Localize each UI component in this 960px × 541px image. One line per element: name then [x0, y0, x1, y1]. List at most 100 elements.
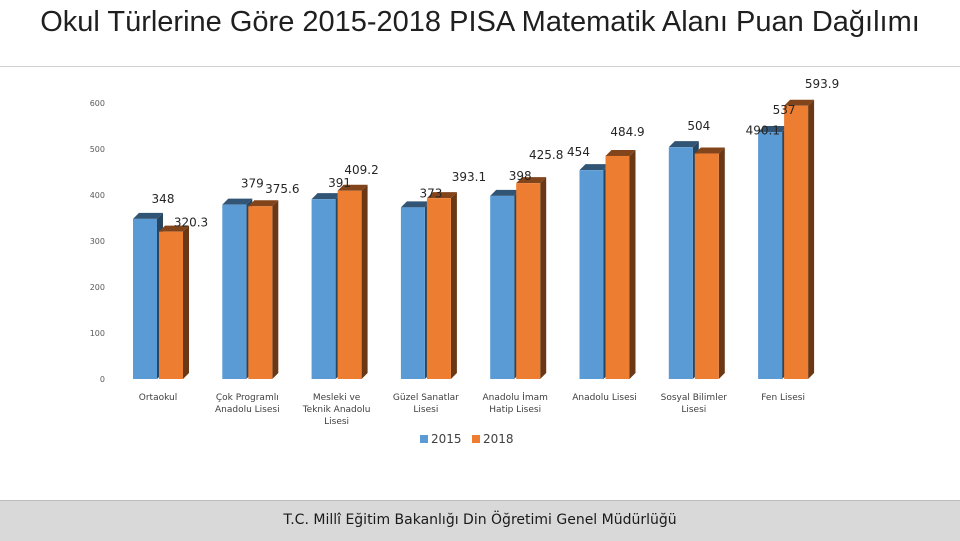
bar-top: [248, 200, 279, 207]
category-label: Çok Programlı Anadolu Lisesi: [215, 393, 280, 415]
data-label: 375.6: [265, 182, 299, 196]
y-tick-label: 300: [90, 237, 105, 246]
bar-top: [516, 177, 547, 184]
bar-2015: [758, 125, 789, 379]
bar-front: [426, 198, 451, 379]
bar-2018: [159, 225, 189, 379]
data-label: 537: [773, 103, 796, 117]
bar-side: [808, 99, 815, 379]
category-label: Sosyal Bilimler Lisesi: [661, 393, 728, 415]
bar-top: [784, 99, 815, 106]
bar-front: [248, 206, 273, 379]
y-tick-label: 200: [90, 283, 105, 292]
bar-2015: [222, 198, 253, 379]
bar-2015: [133, 212, 163, 379]
bar-front: [159, 231, 183, 379]
legend-label: 2015: [431, 432, 462, 446]
bar-side: [540, 177, 547, 379]
data-label: 398: [509, 169, 532, 183]
legend: 2015 2018: [420, 432, 514, 446]
y-tick-label: 500: [90, 145, 105, 154]
bar-2018: [694, 147, 725, 379]
bar-side: [450, 192, 457, 379]
bar-front: [579, 170, 604, 379]
bar-front: [694, 153, 719, 379]
category-label: Anadolu İmam Hatip Lisesi: [483, 392, 548, 415]
chart-title: Okul Türlerine Göre 2015-2018 PISA Matem…: [40, 6, 920, 38]
legend-swatch: [472, 435, 480, 443]
bar-top: [694, 147, 725, 154]
category-label: Fen Lisesi: [761, 393, 805, 403]
bar-front: [490, 195, 515, 379]
legend-label: 2018: [483, 432, 514, 446]
bar-side: [183, 225, 189, 379]
y-tick-label: 100: [90, 329, 105, 338]
y-tick-label: 0: [100, 375, 105, 384]
bar-2015: [579, 164, 610, 379]
bar-front: [311, 199, 336, 379]
bar-front: [668, 147, 693, 379]
data-label: 504: [687, 119, 710, 133]
bar-top: [133, 212, 163, 219]
bar-2018: [605, 149, 636, 379]
footer-text: T.C. Millî Eğitim Bakanlığı Din Öğretimi…: [283, 512, 677, 528]
bar-front: [758, 131, 783, 379]
data-label: 593.9: [805, 77, 839, 91]
y-tick-label: 600: [90, 99, 105, 108]
bar-2015: [311, 193, 342, 379]
bar-top: [426, 192, 457, 199]
bar-side: [361, 184, 368, 379]
bar-top: [758, 125, 789, 132]
bar-2015: [400, 201, 431, 379]
bar-side: [272, 200, 279, 379]
data-label: 454: [567, 145, 590, 159]
category-label: Ortaokul: [139, 393, 177, 403]
bar-2018: [337, 184, 368, 379]
data-label: 379: [241, 177, 264, 191]
bar-2018: [248, 200, 279, 379]
bar-2018: [426, 192, 457, 379]
bar-2015: [668, 141, 699, 379]
bar-front: [400, 207, 425, 379]
y-axis: 0 100 200 300 400 500 600: [90, 99, 105, 384]
bar-top: [311, 193, 342, 200]
data-label: 425.8: [529, 148, 563, 162]
bar-front: [222, 204, 247, 379]
bar-top: [337, 184, 368, 191]
bar-top: [579, 164, 610, 171]
data-label: 490.1: [746, 124, 780, 138]
category-label: Güzel Sanatlar Lisesi: [393, 393, 459, 415]
data-label: 484.9: [610, 125, 644, 139]
data-label: 391: [328, 176, 351, 190]
category-label: Mesleki ve Teknik Anadolu Lisesi: [302, 393, 371, 427]
data-label: 348: [152, 192, 175, 206]
data-label: 393.1: [452, 170, 486, 184]
footer-bar: T.C. Millî Eğitim Bakanlığı Din Öğretimi…: [0, 500, 960, 541]
data-label: 409.2: [344, 163, 378, 177]
data-label: 373: [419, 186, 442, 200]
data-label: 320.3: [174, 216, 208, 230]
bar-side: [629, 149, 636, 379]
bar-front: [784, 105, 809, 379]
title-divider: [0, 66, 960, 67]
y-tick-label: 400: [90, 191, 105, 200]
bar-top: [605, 149, 636, 156]
bar-2018: [784, 99, 815, 379]
bar-2015: [490, 189, 521, 379]
bar-front: [337, 190, 362, 379]
category-label: Anadolu Lisesi: [572, 393, 637, 403]
x-axis-labels: Ortaokul Çok Programlı Anadolu Lisesi Mesle…: [139, 392, 805, 427]
bar-top: [159, 225, 189, 232]
bar-top: [222, 198, 253, 205]
bar-side: [718, 147, 725, 379]
legend-swatch: [420, 435, 428, 443]
bars: [133, 99, 815, 379]
bar-front: [133, 218, 157, 379]
bar-top: [400, 201, 431, 208]
bar-front: [605, 155, 630, 379]
bar-front: [516, 183, 541, 379]
bar-top: [490, 189, 521, 196]
bar-2018: [516, 177, 547, 379]
